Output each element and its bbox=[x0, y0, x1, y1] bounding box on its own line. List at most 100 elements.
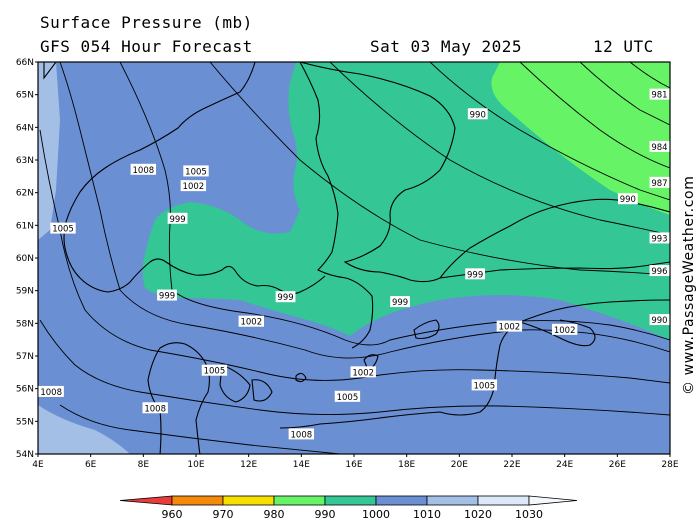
pressure-1010-1020-fill bbox=[38, 62, 60, 240]
lat-label: 66N bbox=[16, 58, 34, 68]
isobar-label: 1008 bbox=[38, 385, 64, 398]
isobar-label: 1002 bbox=[496, 320, 523, 333]
svg-text:990: 990 bbox=[651, 316, 667, 326]
lon-label: 28E bbox=[661, 460, 678, 470]
isobar-label: 1002 bbox=[238, 315, 264, 328]
legend-swatch bbox=[324, 495, 377, 506]
pressure-1010-1020-fill-south bbox=[38, 405, 130, 454]
isobar-label: 990 bbox=[467, 108, 488, 120]
isobar-label: 999 bbox=[167, 212, 188, 225]
legend-label: 1020 bbox=[464, 508, 492, 521]
isobar-label: 1005 bbox=[334, 390, 361, 403]
forecast-time: 12 UTC bbox=[593, 37, 654, 56]
copyright-text: © www.PassageWeather.com bbox=[681, 175, 697, 395]
lat-label: 54N bbox=[16, 450, 34, 460]
svg-text:999: 999 bbox=[467, 270, 483, 280]
svg-text:999: 999 bbox=[277, 293, 293, 303]
isobar-label: 1002 bbox=[350, 366, 376, 378]
forecast-subtitle: GFS 054 Hour Forecast bbox=[40, 37, 253, 56]
legend-label: 1000 bbox=[362, 508, 390, 521]
isobar-label: 987 bbox=[649, 176, 670, 189]
svg-text:981: 981 bbox=[651, 91, 667, 101]
isobar-label: 1005 bbox=[50, 222, 76, 235]
isobar-label: 993 bbox=[649, 232, 670, 244]
isobar-label: 999 bbox=[390, 296, 410, 308]
lat-label: 56N bbox=[16, 385, 34, 395]
svg-text:990: 990 bbox=[470, 110, 486, 120]
svg-text:987: 987 bbox=[651, 179, 667, 189]
svg-text:1002: 1002 bbox=[183, 182, 205, 192]
svg-text:1005: 1005 bbox=[52, 225, 74, 235]
lon-label: 26E bbox=[609, 460, 626, 470]
lon-label: 22E bbox=[503, 460, 520, 470]
lon-label: 4E bbox=[32, 460, 44, 470]
svg-text:1005: 1005 bbox=[474, 381, 496, 391]
svg-text:1005: 1005 bbox=[185, 167, 207, 177]
svg-text:1008: 1008 bbox=[144, 404, 166, 414]
legend-label: 970 bbox=[213, 508, 234, 521]
lat-label: 65N bbox=[16, 91, 34, 101]
svg-text:1002: 1002 bbox=[554, 326, 576, 336]
legend-swatch bbox=[426, 495, 479, 506]
svg-text:1002: 1002 bbox=[240, 318, 262, 328]
lon-label: 6E bbox=[85, 460, 97, 470]
svg-text:999: 999 bbox=[169, 215, 185, 225]
pressure-legend: 960 970 980 990 1000 1010 1020 1030 bbox=[119, 495, 578, 521]
lon-label: 20E bbox=[451, 460, 468, 470]
isobar-labels: 1008 1005 1002 1005 999 999 999 999 1002 1002 1002… bbox=[38, 88, 670, 440]
isobar-label: 999 bbox=[275, 291, 296, 303]
legend-label: 1030 bbox=[515, 508, 543, 521]
isobar-label: 1008 bbox=[142, 402, 168, 414]
isobar-label: 999 bbox=[157, 289, 177, 302]
legend-label: 960 bbox=[162, 508, 183, 521]
svg-text:1002: 1002 bbox=[352, 368, 374, 378]
lat-label: 57N bbox=[16, 352, 34, 362]
svg-text:999: 999 bbox=[159, 292, 175, 302]
map-title: Surface Pressure (mb) bbox=[40, 13, 253, 32]
isobar-label: 981 bbox=[649, 88, 670, 101]
legend-swatch bbox=[273, 495, 326, 506]
lon-label: 18E bbox=[398, 460, 415, 470]
lon-label: 16E bbox=[345, 460, 362, 470]
svg-text:990: 990 bbox=[620, 195, 636, 205]
lon-label: 8E bbox=[138, 460, 150, 470]
lat-label: 58N bbox=[16, 319, 34, 329]
lat-label: 63N bbox=[16, 156, 34, 166]
legend-swatch bbox=[477, 495, 530, 506]
lon-label: 10E bbox=[187, 460, 204, 470]
legend-swatch bbox=[375, 495, 428, 506]
isobar-label: 996 bbox=[649, 265, 670, 277]
svg-text:999: 999 bbox=[392, 298, 408, 308]
isobar-label: 984 bbox=[649, 140, 670, 153]
svg-text:1008: 1008 bbox=[291, 430, 313, 440]
lat-label: 61N bbox=[16, 221, 34, 231]
legend-label: 990 bbox=[315, 508, 336, 521]
svg-text:1005: 1005 bbox=[337, 393, 359, 403]
forecast-date: Sat 03 May 2025 bbox=[370, 37, 522, 56]
lat-label: 55N bbox=[16, 417, 34, 427]
legend-label: 1010 bbox=[413, 508, 441, 521]
isobar-label: 1002 bbox=[551, 323, 578, 336]
isobar-label: 1005 bbox=[471, 379, 498, 391]
isobar-lines bbox=[39, 62, 670, 454]
legend-label: 980 bbox=[264, 508, 285, 521]
isobar-label: 1008 bbox=[288, 428, 315, 440]
isobar-label: 1005 bbox=[201, 364, 228, 377]
svg-text:1008: 1008 bbox=[40, 388, 62, 398]
lat-label: 60N bbox=[16, 254, 34, 264]
isobar-label: 1005 bbox=[183, 165, 209, 177]
svg-text:996: 996 bbox=[651, 267, 667, 277]
isobar-label: 1008 bbox=[130, 163, 157, 176]
isobar-label: 990 bbox=[617, 193, 638, 205]
svg-text:1002: 1002 bbox=[499, 323, 521, 333]
lon-label: 14E bbox=[293, 460, 310, 470]
svg-text:1005: 1005 bbox=[204, 367, 226, 377]
isobar-label: 999 bbox=[465, 268, 486, 280]
latitude-ticks: 66N 65N 64N 63N 62N 61N 60N 59N 58N 57N 56N 55N 54N bbox=[16, 58, 38, 460]
svg-text:984: 984 bbox=[651, 143, 667, 153]
lat-label: 62N bbox=[16, 189, 34, 199]
svg-text:993: 993 bbox=[651, 234, 667, 244]
longitude-ticks: 4E 6E 8E 10E 12E 14E 16E 18E 20E 22E 24E 26E 28E bbox=[32, 454, 679, 470]
lon-label: 24E bbox=[556, 460, 573, 470]
